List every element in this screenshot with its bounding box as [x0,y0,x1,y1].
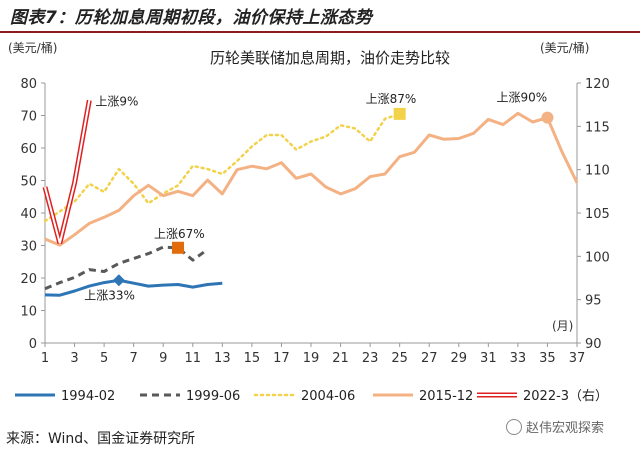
watermark-text: 赵伟宏观探索 [526,421,605,436]
x-tick-label: 9 [159,351,167,366]
left-axis-unit: (美元/桶) [8,40,57,55]
left-tick-label: 20 [20,272,37,287]
left-tick-label: 50 [20,175,37,190]
x-tick-label: 37 [569,351,586,366]
x-tick-label: 19 [303,351,320,366]
x-tick-label: 25 [391,351,408,366]
left-tick-label: 80 [20,77,37,92]
right-tick-label: 110 [585,164,610,179]
x-tick-label: 5 [100,351,108,366]
x-tick-label: 1 [41,351,49,366]
left-tick-label: 60 [20,142,37,157]
x-tick-label: 3 [70,351,78,366]
x-tick-label: 33 [510,351,527,366]
legend-label-2022-3（右）: 2022-3（右） [523,389,608,404]
legend-label-2004-06: 2004-06 [301,389,355,404]
right-axis-unit: (美元/桶) [540,40,589,55]
left-tick-label: 40 [20,207,37,222]
x-tick-label: 31 [480,351,497,366]
series-marker-1994-02 [112,274,125,287]
x-tick-label: 35 [539,351,556,366]
series-line-2015-12 [44,111,579,247]
x-tick-label: 27 [421,351,438,366]
series-marker-1999-06 [172,241,184,254]
x-axis-unit: (月) [552,319,573,333]
legend-label-2015-12: 2015-12 [419,389,473,404]
x-tick-label: 17 [273,351,290,366]
series-marker-2015-12 [541,111,554,124]
series-marker-2004-06 [393,107,406,120]
x-tick-label: 23 [362,351,379,366]
x-tick-label: 15 [244,351,261,366]
figure-title: 图表7：历轮加息周期初段，油价保持上涨态势 [10,8,373,28]
series-line-1994-02 [44,278,223,297]
right-tick-label: 115 [585,120,610,135]
left-tick-label: 10 [20,305,37,320]
source-note: 来源：Wind、国金证券研究所 [6,431,196,447]
right-tick-label: 100 [585,250,610,265]
left-tick-label: 0 [29,337,37,352]
annotation-2004-06: 上涨87% [366,91,417,106]
annotation-2015-12: 上涨90% [496,90,547,105]
title-rule [0,31,640,33]
annotation-2022-3（右）: 上涨9% [95,93,138,108]
series-line-2022 [42,99,92,244]
chart-title: 历轮美联储加息周期，油价走势比较 [210,49,450,67]
watermark: 赵伟宏观探索 [506,417,604,436]
right-tick-label: 105 [585,207,610,222]
x-tick-label: 13 [214,351,231,366]
series-line-2004-06 [43,112,401,223]
x-tick-label: 29 [451,351,468,366]
right-tick-label: 120 [585,77,610,92]
annotation-1994-02: 上涨33% [84,287,135,302]
legend-label-1999-06: 1999-06 [186,389,240,404]
left-tick-label: 30 [20,240,37,255]
x-tick-label: 11 [185,351,202,366]
annotation-1999-06: 上涨67% [154,226,205,241]
left-tick-label: 70 [20,110,37,125]
x-tick-label: 7 [130,351,138,366]
legend-label-1994-02: 1994-02 [61,389,115,404]
series-line-2022-inner [44,100,91,244]
wechat-icon [506,418,522,435]
x-tick-label: 21 [332,351,349,366]
right-tick-label: 90 [585,337,602,352]
right-tick-label: 95 [585,294,602,309]
